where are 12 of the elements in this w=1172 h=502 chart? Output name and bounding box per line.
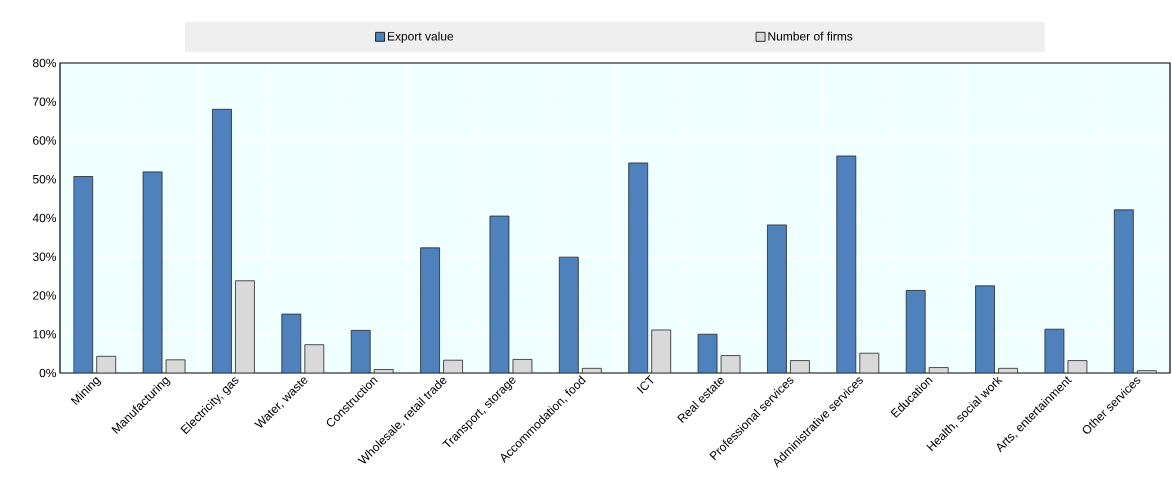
y-tick-label: 80% [32, 58, 57, 68]
y-tick-label: 10% [33, 329, 57, 339]
y-tick-label: 50% [32, 175, 57, 184]
legend-label: Number of firms [768, 31, 853, 41]
x-tick-label: ICT [636, 374, 654, 394]
y-tick-label: 20% [33, 291, 57, 300]
y-tick-label: 60% [33, 136, 57, 145]
y-tick-label: 70% [33, 97, 57, 106]
y-tick-label: 40% [32, 213, 57, 223]
y-tick-label: 0% [39, 368, 57, 378]
legend-label: Export value [387, 31, 454, 43]
y-tick-label: 30% [32, 252, 57, 261]
